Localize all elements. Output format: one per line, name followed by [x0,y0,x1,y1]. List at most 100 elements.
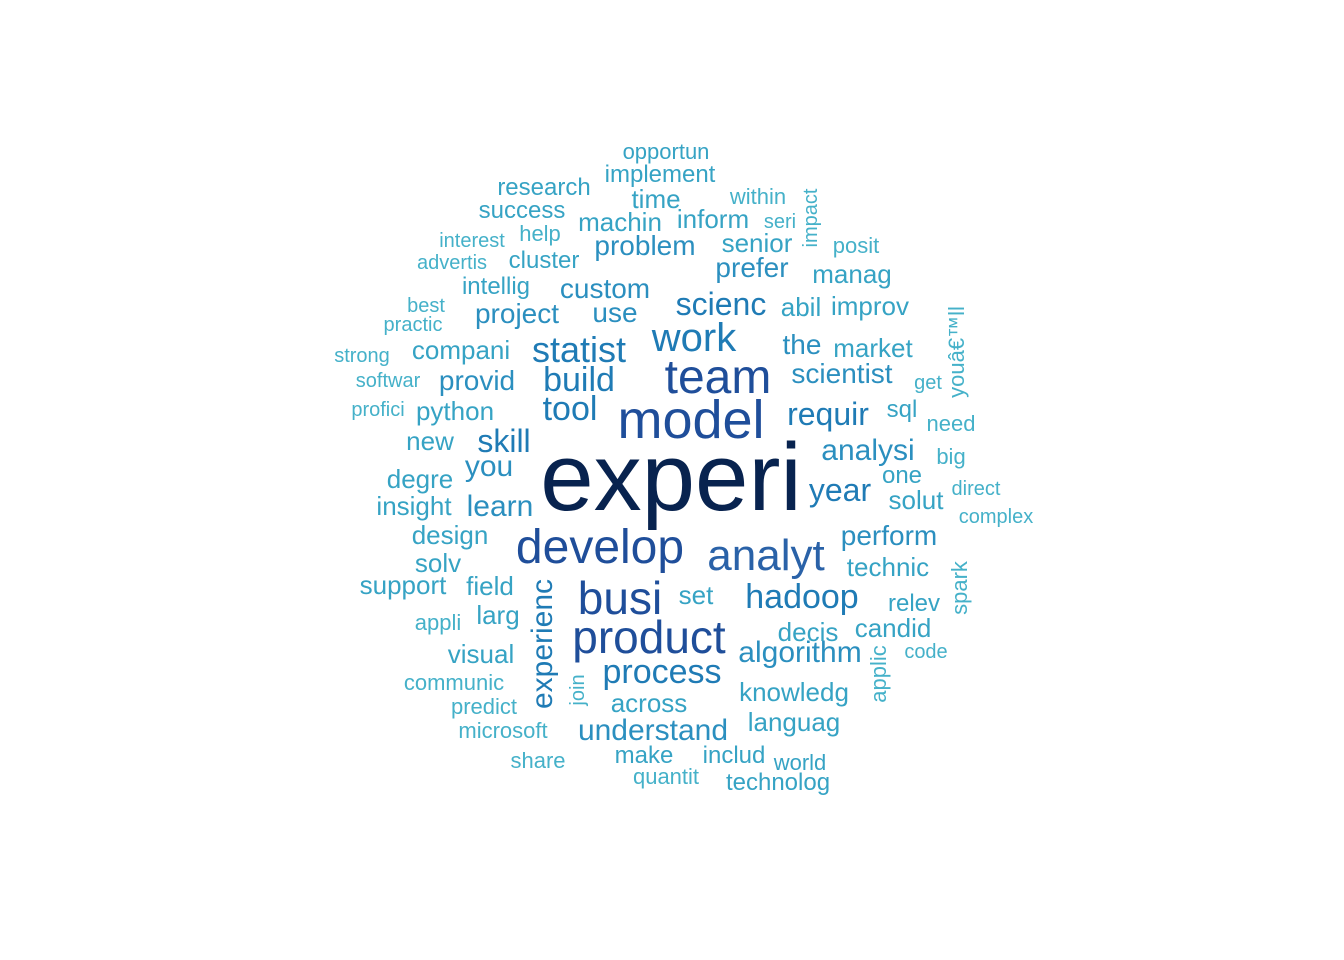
word: set [678,580,714,610]
word: analyt [707,531,825,580]
word: get [914,372,942,394]
word: experienc [526,578,559,710]
word: support [359,570,447,600]
word: code [904,641,948,663]
word: includ [702,742,766,769]
word: problem [594,230,696,261]
word: microsoft [458,718,548,743]
word: seri [763,211,797,233]
word: design [411,520,489,550]
word: understand [577,714,729,747]
word: profici [351,399,405,421]
word: build [543,361,615,399]
word: custom [559,273,651,304]
word: one [881,462,923,489]
word: requir [787,396,869,432]
word: solut [888,485,944,515]
word: spark [947,561,972,615]
word: success [478,197,566,224]
word: use [592,297,638,328]
word: make [614,742,674,769]
word: model [617,390,765,450]
word: process [602,653,722,691]
word: implement [604,161,716,188]
word: predict [450,694,518,719]
word: hadoop [745,578,859,616]
word: technic [846,552,930,582]
word: scientist [791,358,893,389]
word: need [926,411,976,436]
word: world [773,750,827,775]
word: practic [383,314,443,336]
word: field [466,571,514,601]
word: senior [721,228,793,258]
word: big [936,444,966,469]
word: machin [578,207,662,237]
word: solv [414,548,462,578]
word: improv [830,291,910,321]
word: interest [439,230,505,252]
word: algorithm [738,636,862,669]
word: project [474,298,560,329]
word: languag [747,707,841,737]
word: inform [676,204,750,234]
word: visual [447,639,515,669]
word: opportun [622,139,710,164]
word: strong [334,345,390,367]
word: product [572,611,726,663]
word: analysi [821,434,915,467]
word: sql [886,396,918,423]
word: impact [800,188,822,248]
word: develop [515,521,685,574]
word: experi [540,424,802,531]
word: market [833,333,913,363]
word: abil [780,292,822,322]
word: team [664,351,772,404]
word: communic [403,670,505,695]
word: applic [866,645,891,703]
word: busi [577,572,663,624]
word: across [610,688,688,718]
word: perform [840,520,938,551]
word: join [567,674,589,706]
word: manag [812,259,892,289]
word: scienc [675,286,767,322]
word: candid [854,613,932,643]
word: intellig [461,273,531,300]
word: statist [531,329,627,370]
word: appli [414,610,462,635]
word: softwar [355,370,421,392]
word: the [782,329,822,360]
word: cluster [508,247,580,274]
word: advertis [416,252,488,274]
word: direct [951,478,1001,500]
word: time [631,184,681,214]
word: learn [466,490,534,523]
word: provid [438,365,516,396]
word: knowledg [739,677,849,707]
word: within [729,184,787,209]
word: youâ€™ll [944,306,969,398]
word: you [464,450,514,483]
word: year [808,472,872,508]
word: share [510,748,566,773]
word: best [407,295,445,317]
word: python [415,396,495,426]
word: work [651,316,737,360]
word: larg [476,600,520,630]
word: research [497,174,591,201]
word: quantit [632,764,700,789]
word: posit [832,233,880,258]
word: insight [376,491,452,521]
word: decis [777,617,839,647]
word: relev [887,590,941,617]
word: technolog [725,769,831,796]
word: tool [542,390,598,428]
word: new [406,426,454,456]
word: degre [386,464,454,494]
word: complex [958,506,1034,528]
word: prefer [715,252,789,283]
word: help [519,221,561,246]
word: compani [411,335,511,365]
